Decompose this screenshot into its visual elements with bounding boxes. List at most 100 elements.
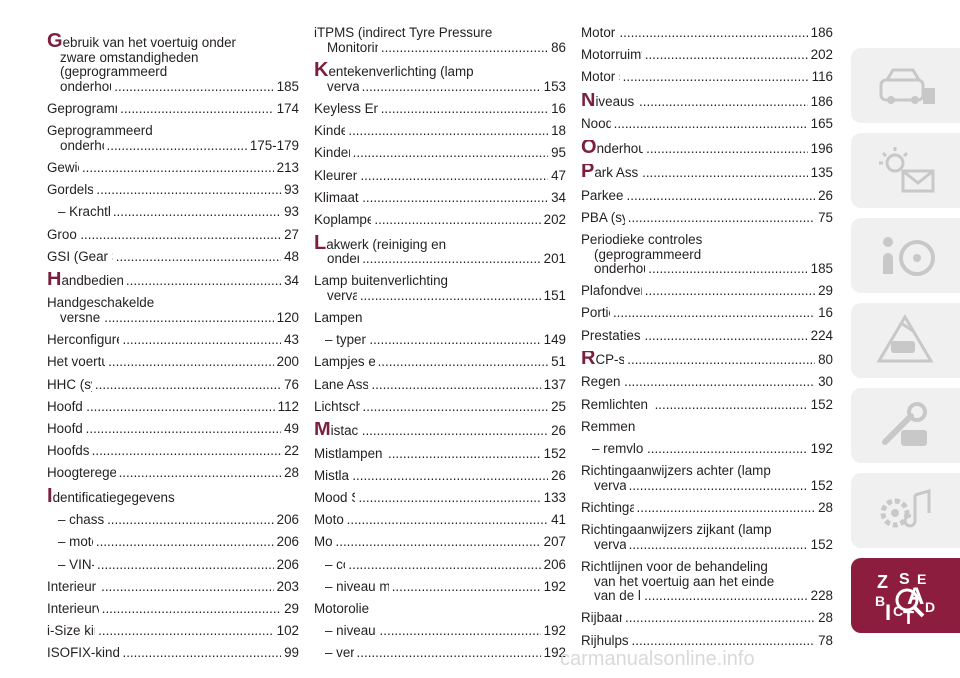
svg-text:B: B — [875, 593, 885, 609]
index-letter: G — [47, 30, 63, 52]
dot-leader — [646, 142, 808, 157]
page-number: 213 — [276, 159, 299, 175]
page-number: 78 — [818, 632, 833, 648]
dot-leader — [113, 205, 281, 220]
entry-text: Parkeerlichten — [581, 188, 624, 203]
entry-row: vervangen) 152 — [581, 537, 833, 553]
entry-row: Lampjes en meldingen 51 — [314, 355, 566, 370]
index-entry: GSI (Gear Shift Indicator) 48 — [47, 249, 299, 265]
index-entry: – niveau motorkoelvloeistof 192 — [314, 578, 566, 595]
page-number: 137 — [543, 376, 566, 392]
index-column-2: iTPMS (indirect Tyre PressureMonitoring … — [314, 25, 566, 668]
entry-row: Hoogteregeling koplampen 28 — [47, 466, 299, 481]
page-number: 133 — [543, 489, 566, 505]
entry-row: – VIN-plaatje 206 — [58, 556, 299, 573]
index-entry: – verbruik 192 — [314, 646, 566, 661]
page-number: 185 — [276, 78, 299, 94]
page-number: 29 — [284, 600, 299, 616]
entry-text: onderhoudsschema) — [594, 262, 646, 277]
entry-text: Hoofdsteunen — [47, 444, 89, 459]
entry-row: Gewichten 213 — [47, 159, 299, 176]
entry-text: Niveaus controleren — [581, 93, 636, 110]
tab-maintenance[interactable] — [851, 388, 960, 463]
entry-heading: Remmen — [581, 418, 636, 434]
page-number: 49 — [284, 421, 299, 436]
index-entry: Motor 207 — [314, 535, 566, 550]
entry-first-line: Lamp buitenverlichting — [314, 273, 448, 289]
page-number: 29 — [818, 283, 833, 299]
index-entry: Grootlicht 27 — [47, 227, 299, 243]
entry-text: Hoofdairbag — [47, 399, 83, 414]
entry-continuation: van het voertuig aan het einde — [594, 573, 775, 589]
dot-leader — [645, 48, 808, 63]
index-entry: Gebruik van het voertuig onder zware omst… — [47, 31, 299, 94]
entry-text: – Krachtbegrenzers — [58, 205, 110, 220]
tab-multimedia[interactable] — [851, 473, 960, 548]
entry-row: – code 206 — [325, 557, 566, 573]
dot-leader — [629, 479, 808, 494]
entry-text: Monitoring System) — [327, 40, 378, 55]
entry-text: onderhoudsschema — [60, 138, 104, 153]
entry-row: van de levensduur 228 — [581, 589, 833, 604]
entry-first-line: Periodieke controles — [581, 231, 703, 247]
dot-leader — [347, 513, 548, 528]
dot-leader — [637, 501, 816, 516]
page-number: 116 — [811, 69, 833, 85]
index-entry: Rijbaanwissel 28 — [581, 611, 833, 626]
dot-leader — [647, 442, 808, 457]
entry-row: onderhoudsschema) 185 — [581, 261, 833, 277]
page-number: 47 — [551, 167, 566, 183]
dot-leader — [625, 611, 815, 626]
dot-leader — [632, 634, 816, 649]
page-number: 192 — [543, 645, 566, 661]
index-entry: Park Assist (systeem) 135 — [581, 164, 833, 181]
dot-leader — [360, 169, 548, 184]
index-entry: Portieren 16 — [581, 306, 833, 321]
dot-leader — [388, 447, 541, 462]
entry-text: Prestaties (topsnelheid) — [581, 328, 641, 343]
index-letter: I — [47, 484, 53, 507]
entry-row: Remlichten (lamp vervangen) 152 — [581, 397, 833, 413]
entry-text: GSI (Gear Shift Indicator) — [47, 249, 113, 264]
page-number: 26 — [551, 467, 566, 483]
entry-row: Prestaties (topsnelheid) 224 — [581, 328, 833, 344]
index-entry: Hoofdairbag 112 — [47, 398, 299, 415]
dot-leader — [86, 422, 281, 437]
entry-row: – niveau motorkoelvloeistof 192 — [325, 578, 566, 595]
index-letter: K — [314, 59, 329, 82]
tab-emergency[interactable] — [851, 303, 960, 378]
page-number: 112 — [277, 398, 299, 414]
page-number: 192 — [543, 578, 566, 594]
index-entry: Kleurendisplay 47 — [314, 167, 566, 184]
index-entry: Klimaatregeling 34 — [314, 190, 566, 206]
dot-leader — [642, 166, 808, 181]
index-entry: Richtingaanwijzers 28 — [581, 500, 833, 516]
entry-text: Gordelspanners — [47, 183, 94, 198]
car-crash-triangle-icon — [875, 313, 934, 362]
index-entry: Remmen — [581, 418, 833, 435]
entry-row: Regensensor 30 — [581, 375, 833, 390]
dot-leader — [363, 400, 549, 415]
entry-row: Monitoring System) 86 — [314, 40, 566, 56]
entry-row: Het voertuig opkrikken 200 — [47, 355, 299, 370]
index-entry: – chassisnummer 206 — [47, 513, 299, 528]
page-number: 206 — [276, 556, 299, 572]
entry-text: Onderhoudsprocedures — [581, 140, 643, 157]
dot-leader — [613, 306, 815, 321]
entry-row: Niveaus controleren 186 — [581, 93, 833, 110]
entry-text: – motorcode — [58, 535, 93, 550]
page-number: 149 — [543, 332, 566, 348]
tab-car-dashboard[interactable] — [851, 48, 960, 123]
entry-row: RCP-systeem 80 — [581, 351, 833, 368]
tab-warning-lights[interactable] — [851, 133, 960, 208]
entry-text: Mood Selector — [314, 490, 355, 505]
entry-first-line: Lakwerk (reiniging en — [314, 231, 447, 254]
entry-row: HHC (systeem) 76 — [47, 377, 299, 393]
page-number: 16 — [818, 305, 833, 321]
entry-text: Park Assist (systeem) — [581, 164, 639, 181]
dot-leader — [95, 378, 281, 393]
entry-heading: Lampen — [314, 310, 363, 326]
tab-safety[interactable] — [851, 218, 960, 293]
tab-index[interactable]: Z S E A B I C T D — [851, 558, 960, 633]
entry-row: Grootlicht 27 — [47, 227, 299, 243]
